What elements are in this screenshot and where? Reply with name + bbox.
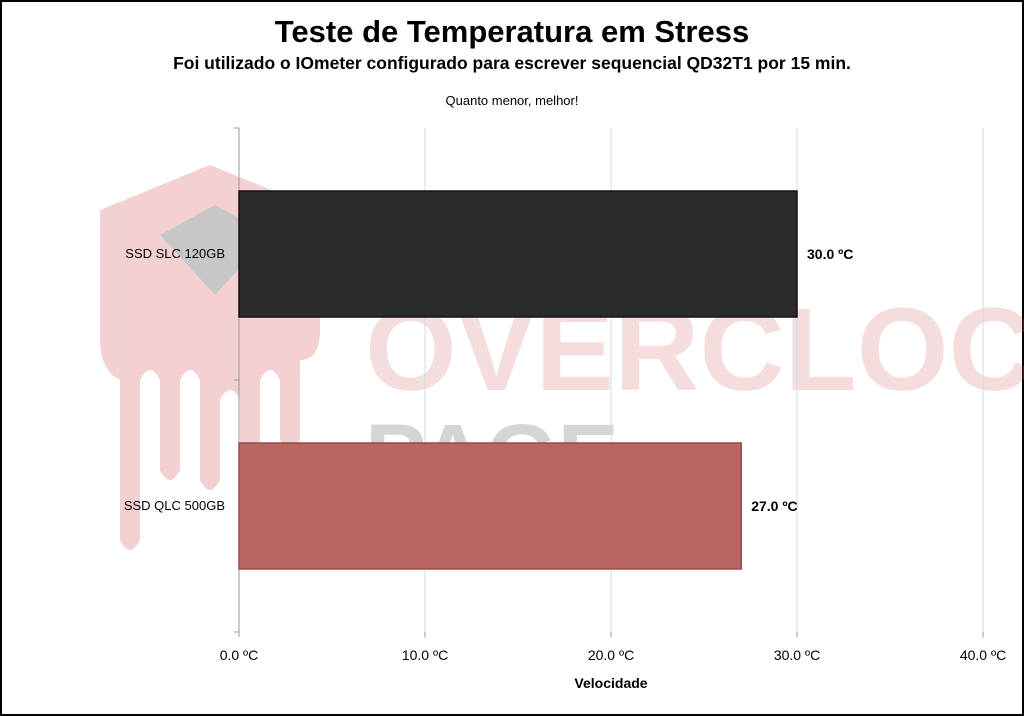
y-tick-label: SSD SLC 120GB — [125, 246, 225, 261]
data-label: 30.0 ºC — [807, 246, 853, 262]
chart-subtitle: Foi utilizado o IOmeter configurado para… — [173, 53, 851, 73]
x-tick-label: 10.0 ºC — [402, 647, 448, 663]
x-tick-label: 30.0 ºC — [774, 647, 820, 663]
bar-1 — [238, 190, 798, 318]
y-tick-label: SSD QLC 500GB — [124, 498, 225, 513]
chart-title: Teste de Temperatura em Stress — [274, 14, 750, 49]
data-label: 27.0 ºC — [751, 498, 797, 514]
x-tick-label: 20.0 ºC — [588, 647, 634, 663]
chart-note: Quanto menor, melhor! — [445, 93, 579, 108]
x-tick-label: 40.0 ºC — [960, 647, 1006, 663]
x-tick-label: 0.0 ºC — [220, 647, 259, 663]
bar-2 — [238, 442, 742, 570]
x-axis-title: Velocidade — [574, 675, 647, 691]
